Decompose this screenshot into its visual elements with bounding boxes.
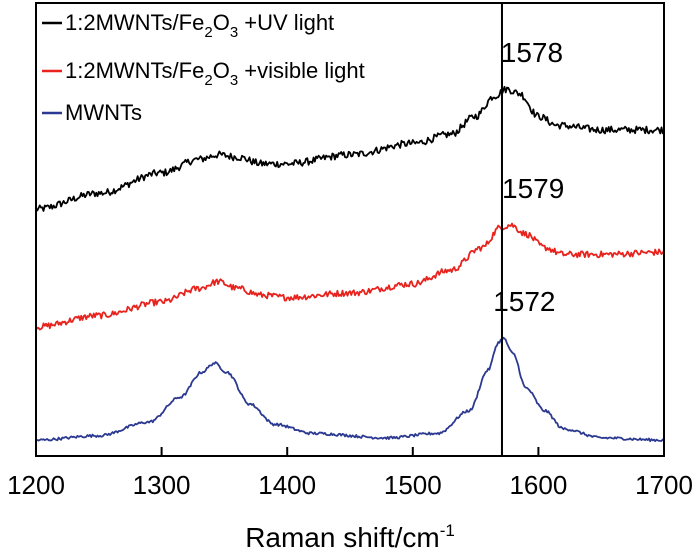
x-tick-label-0: 1200 [7,470,65,500]
peak-label-0: 1578 [501,37,563,68]
series-line-0 [35,85,665,212]
x-tick-label-1: 1300 [133,470,191,500]
series-layer [35,85,665,443]
x-tick-label-5: 1700 [635,470,693,500]
plot-frame [35,2,665,457]
x-tick-label-2: 1400 [258,470,316,500]
series-line-2 [36,336,665,443]
x-tick-label-3: 1500 [384,470,442,500]
series-line-1 [35,222,665,331]
peak-label-2: 1572 [493,286,555,317]
x-axis-title-superscript: -1 [440,521,455,540]
legend-label-1: 1:2MWNTs/Fe2O3 +visible light [65,58,365,89]
legend-label-2: MWNTs [65,100,142,125]
peak-annotations: 1578 1579 1572 [493,37,564,317]
legend-label-0: 1:2MWNTs/Fe2O3 +UV light [65,10,334,41]
peak-label-1: 1579 [502,173,564,204]
x-axis-title-text: Raman shift/cm [245,522,440,553]
x-axis-title: Raman shift/cm-1 [245,521,455,553]
x-axis: 1200 1300 1400 1500 1600 1700 [7,447,693,500]
x-tick-label-4: 1600 [509,470,567,500]
legend: 1:2MWNTs/Fe2O3 +UV light 1:2MWNTs/Fe2O3 +… [42,10,365,125]
